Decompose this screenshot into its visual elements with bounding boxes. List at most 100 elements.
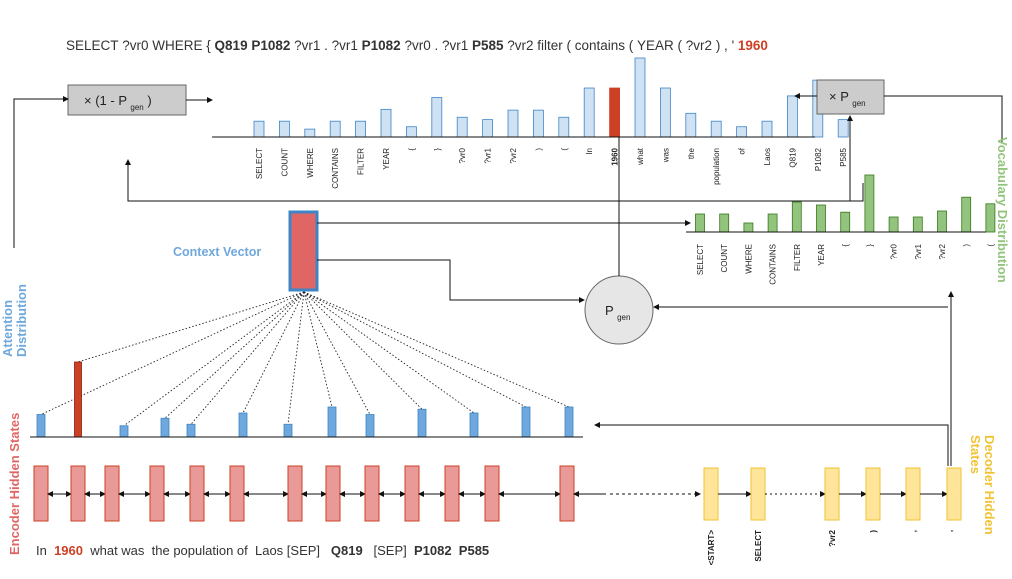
- decoder-state-box: [946, 467, 962, 521]
- final-dist-bar: [685, 112, 697, 138]
- encoder-hidden-states-label: Encoder Hidden States: [7, 413, 22, 555]
- attention-bar: [238, 412, 248, 438]
- vocab-dist-bar: [961, 196, 972, 233]
- attention-lines: [40, 291, 570, 427]
- pgen-node: P gen: [584, 275, 654, 345]
- final-dist-label: population: [712, 148, 721, 185]
- final-dist-label: what: [636, 147, 645, 166]
- text-segment: 1960: [54, 543, 83, 558]
- decoder-token-label: ?vr2: [828, 529, 837, 546]
- text-segment: what was the population of Laos [SEP]: [83, 543, 331, 558]
- decoder-hidden-states-label: Decoder Hidden States: [968, 435, 997, 538]
- encoder-state-box: [287, 465, 303, 522]
- final-dist-bar: [736, 126, 747, 138]
- vocab-dist-bar: [743, 222, 754, 233]
- attention-bar: [283, 423, 293, 438]
- final-dist-bar: [583, 87, 595, 138]
- vocab-dist-label: CONTAINS: [769, 244, 778, 285]
- vocab-dist-label: COUNT: [720, 244, 729, 273]
- final-dist-bar: [787, 95, 798, 138]
- final-dist-bar: [380, 108, 392, 138]
- vocab-dist-bar: [864, 174, 875, 233]
- vocab-to-scale-line: [884, 95, 1003, 142]
- attention-line: [303, 291, 570, 408]
- final-dist-bar: [507, 109, 519, 138]
- vocabulary-distribution-chart: SELECT COUNT WHERE CONTAINS FILTER YEAR {} ?vr0…: [695, 174, 996, 285]
- final-dist-label: of: [738, 147, 747, 154]
- final-dist-label: 1960: [611, 147, 620, 165]
- attention-line: [303, 291, 527, 408]
- final-dist-label: In: [585, 148, 594, 155]
- times-pgen-sub: gen: [852, 99, 865, 108]
- final-dist-label: SELECT: [255, 148, 264, 179]
- decoder-states: <START> SELECT ?vr2), ': [703, 467, 962, 565]
- text-segment: P585: [472, 38, 504, 53]
- text-segment: In: [36, 543, 54, 558]
- one-minus-pgen-sub: gen: [130, 103, 143, 112]
- vocab-dist-label: ?vr0: [890, 243, 899, 259]
- final-dist-label: was: [661, 148, 670, 163]
- encoder-state-box: [70, 465, 86, 522]
- text-segment: Q819 P1082: [215, 38, 291, 53]
- final-dist-bar: [660, 87, 671, 138]
- decoder-state-box: [865, 467, 881, 521]
- vocab-dist-bar: [888, 216, 899, 233]
- final-dist-bar: [837, 119, 849, 138]
- text-segment: P1082: [362, 38, 401, 53]
- final-dist-label: ?vr1: [484, 147, 493, 163]
- attention-line: [164, 291, 305, 419]
- vocab-dist-bar: [840, 211, 851, 233]
- final-dist-bar: [278, 120, 290, 138]
- attention-line: [40, 291, 305, 415]
- encoder-state-box: [33, 465, 49, 522]
- final-dist-label: ): [534, 148, 543, 151]
- attention-line: [303, 291, 423, 410]
- decoder-state-box: [824, 467, 840, 521]
- vocab-dist-label: (: [986, 244, 995, 247]
- attention-line: [190, 291, 305, 425]
- decoder-token-label: ,: [909, 530, 918, 532]
- final-dist-bar: [456, 116, 468, 138]
- encoder-state-box: [484, 465, 500, 522]
- attention-bar: [521, 406, 531, 438]
- attention-line: [287, 291, 305, 425]
- final-dist-label: YEAR: [382, 148, 391, 170]
- attention-line: [242, 291, 305, 414]
- decoder-to-attention-arrow: [594, 422, 949, 466]
- final-dist-label: ?vr0: [458, 147, 467, 163]
- context-vector-box: [288, 210, 319, 292]
- final-dist-label: (: [560, 148, 569, 151]
- final-dist-bar: [710, 120, 722, 138]
- decoder-state-box: [905, 467, 921, 521]
- text-segment: ?vr2 filter ( contains ( YEAR ( ?vr2 ) ,…: [504, 38, 738, 53]
- attention-distribution-label: Attention Distribution: [0, 284, 29, 357]
- attention-bar: [36, 414, 46, 438]
- decoder-token-label: SELECT: [754, 530, 763, 562]
- final-dist-label: }: [433, 148, 442, 151]
- final-dist-label: ?vr2: [509, 147, 518, 163]
- text-segment: ?vr0 . ?vr1: [401, 38, 472, 53]
- pgen-node-sub: gen: [617, 313, 630, 322]
- attention-bar: [365, 414, 375, 438]
- final-dist-bar: [329, 120, 341, 138]
- final-dist-label: {: [407, 148, 416, 151]
- vocab-dist-bar: [985, 203, 996, 233]
- attention-line: [303, 291, 333, 408]
- encoder-state-box: [189, 465, 205, 522]
- input-sentence-text: In 1960 what was the population of Laos …: [36, 543, 489, 558]
- final-dist-label: FILTER: [357, 148, 366, 175]
- attention-bar: [186, 423, 196, 438]
- final-dist-label: COUNT: [280, 148, 289, 177]
- text-segment: P1082 P585: [414, 543, 489, 558]
- encoder-state-box: [104, 465, 120, 522]
- encoder-state-box: [559, 465, 575, 522]
- vocab-dist-label: ?vr1: [914, 243, 923, 259]
- svg-text:× (1 - P gen ): × (1 - P gen ): [84, 93, 152, 113]
- decoder-state-box: [750, 467, 766, 521]
- final-dist-bar: [431, 97, 443, 138]
- encoder-state-box: [149, 465, 165, 522]
- final-dist-bar: [533, 109, 544, 138]
- attention-bar: [469, 412, 479, 438]
- final-dist-bar: [253, 120, 265, 138]
